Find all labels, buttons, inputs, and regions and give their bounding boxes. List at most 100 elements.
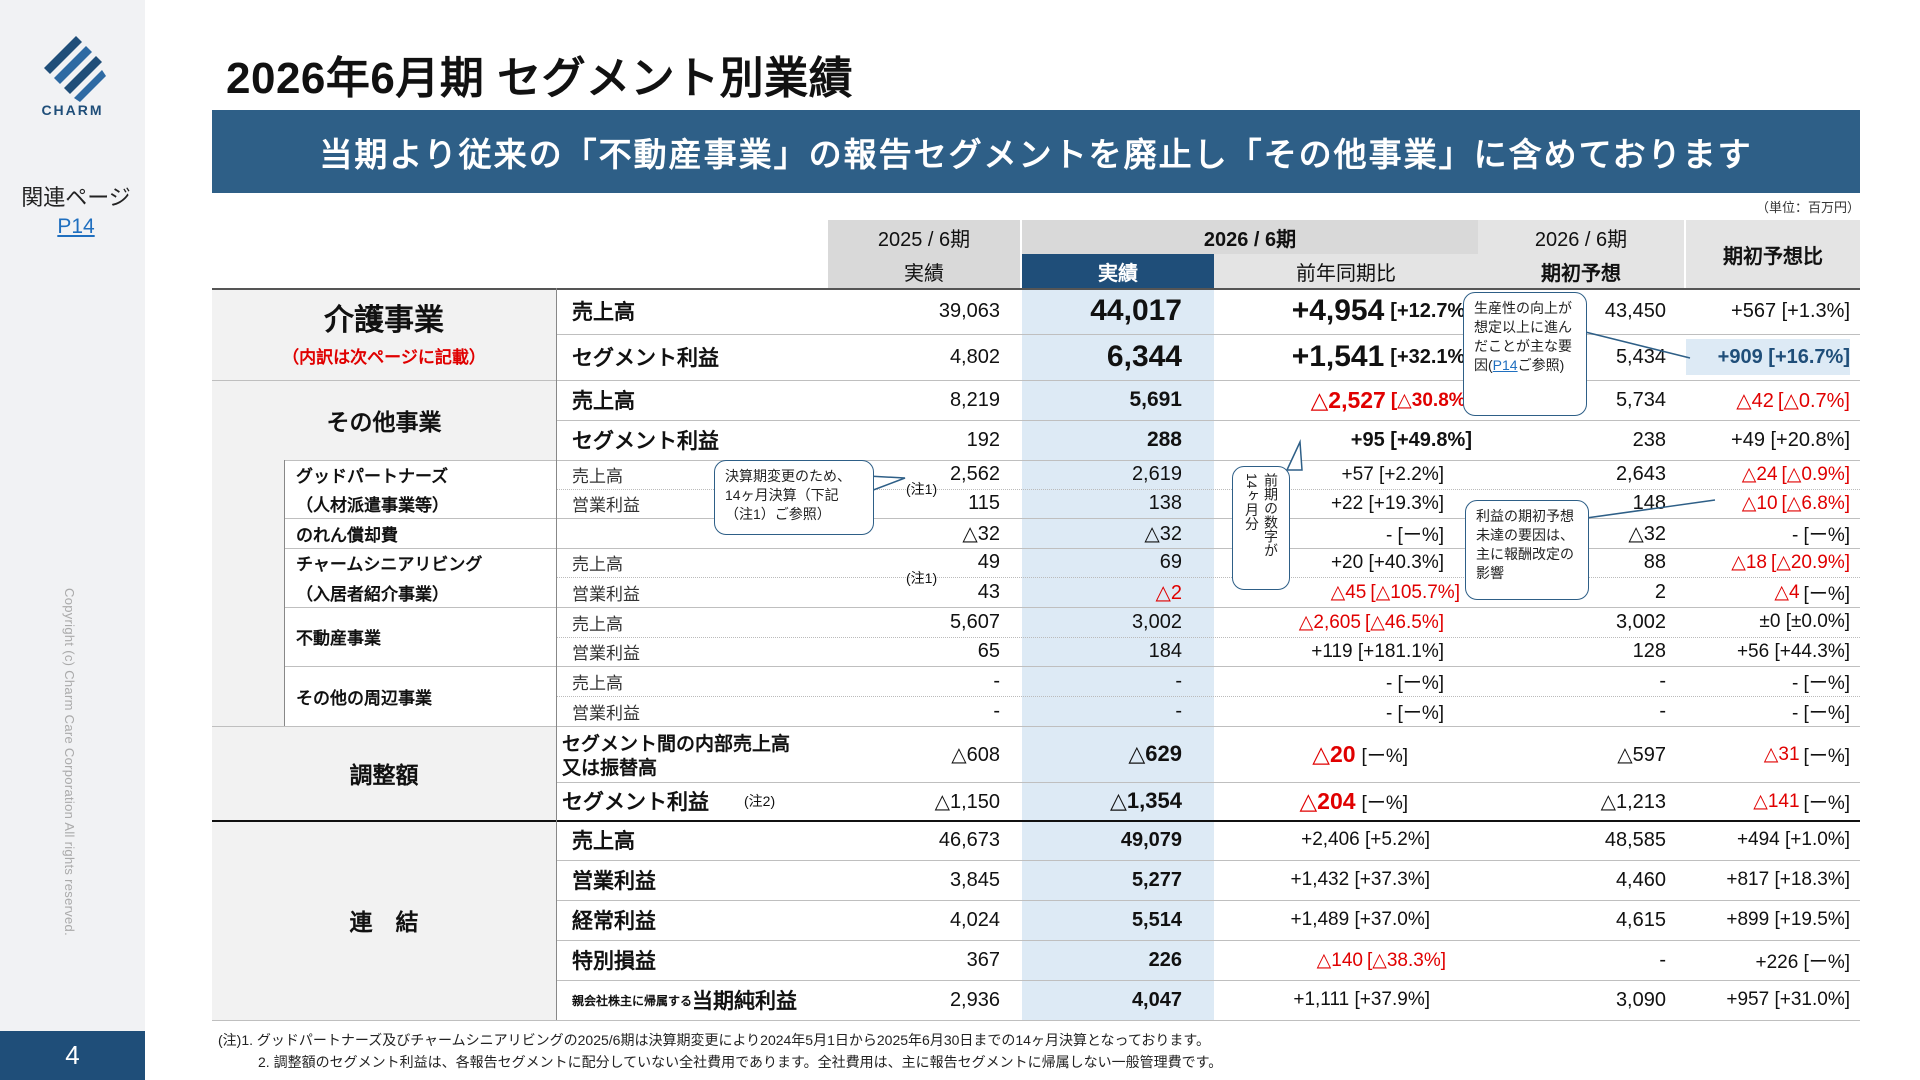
callout-fiscal-change: 決算期変更のため、14ヶ月決算（下記（注1）ご参照） [714, 460, 874, 535]
copyright-text: Copyright (c) Charm Care Corporation All… [62, 588, 77, 936]
adj-row2-yoy-val: △204 [1299, 787, 1356, 814]
adj-row2-plan-diff: △141 [ー%] [1686, 782, 1850, 820]
cs-op-plan-diff: △4 [ー%] [1686, 577, 1850, 607]
kaigo-sales-yoy-pct: [+12.7%] [1390, 299, 1472, 322]
gp-sales-yoy: +57 [+2.2%] [1341, 463, 1444, 485]
re-sales-yoy: △2,605 [△46.5%] [1214, 607, 1444, 637]
col-header-2025: 2025 / 6期 [877, 228, 971, 251]
consol-ord-plan: 4,615 [1615, 908, 1666, 931]
gp-sales-actual: 2,619 [1131, 463, 1182, 485]
kaigo-sales-plan-diff: +567 [+1.3%] [1731, 299, 1850, 322]
other-label-bg [212, 380, 556, 460]
kaigo-profit-yoy-pct: [+32.1%] [1390, 345, 1472, 368]
segment-consol-name: 連 結 [349, 909, 419, 935]
col-header-yoy: 前年同期比 [1296, 262, 1396, 285]
cs-sales-diff-pct: [△20.9%] [1770, 552, 1850, 573]
col-header-2025-actual: 実績 [904, 262, 944, 285]
consol-ord-yoy: +1,489 [+37.0%] [1290, 909, 1430, 930]
callout-productivity-link[interactable]: P14 [1492, 357, 1518, 373]
consol-sp-prev: 367 [966, 948, 1000, 971]
consol-op-plan: 4,460 [1615, 868, 1666, 891]
consol-net-actual: 4,047 [1131, 988, 1182, 1011]
adj-row1-diff-val: △31 [1763, 743, 1800, 765]
kaigo-sales-actual: 44,017 [1090, 294, 1182, 327]
col-header-plan: 2026 / 6期 [1534, 228, 1628, 251]
adj-row1-diff-pct: [ー%] [1803, 745, 1850, 767]
segment-adj-name: 調整額 [349, 762, 419, 788]
other-profit-plan-diff: +49 [+20.8%] [1731, 428, 1850, 451]
adj-row1-actual: △629 [1128, 741, 1182, 766]
goodwill-yoy: - [ー%] [1385, 524, 1444, 546]
grid-line [556, 860, 1860, 861]
grid-line [212, 726, 1860, 727]
callout-fourteen-text: 14ヶ月分 [1244, 473, 1260, 531]
cs-name: チャームシニアリビング [296, 555, 483, 574]
re-op-plan-diff: +56 [+44.3%] [1736, 640, 1850, 662]
consol-sales-actual: 49,079 [1120, 828, 1182, 851]
consol-sp-yoy: △140 [△38.3%] [1214, 940, 1446, 980]
other-sales-plan-diff: △42 [△0.7%] [1686, 380, 1850, 420]
adj-row2-yoy: △204 [ー%] [1214, 782, 1408, 820]
other-profit-plan: 238 [1632, 428, 1666, 451]
cs-sales-plan-diff: △18 [△20.9%] [1686, 548, 1850, 577]
cs-note1: (注1) [906, 569, 938, 586]
gp-sales-diff-pct: [△0.9%] [1781, 464, 1850, 485]
ot-sales-yoy: - [ー%] [1385, 672, 1444, 694]
ot-sales-plan: - [1659, 669, 1666, 692]
consol-net-label-main: 当期純利益 [692, 990, 798, 1013]
ot-sales-label: 売上高 [572, 673, 623, 693]
other-sales-yoy-pct: [△30.8%] [1390, 389, 1472, 411]
callout-productivity-text-end: ご参照) [1517, 357, 1565, 373]
other-sales-plan-diff-pct: [△0.7%] [1777, 389, 1850, 412]
adj-row2-diff-val: △141 [1753, 790, 1800, 812]
other-sales-yoy-val: △2,527 [1310, 386, 1386, 413]
consol-net-yoy: +1,111 [+37.9%] [1293, 989, 1430, 1010]
consol-ord-prev: 4,024 [949, 908, 1000, 931]
other-sales-label: 売上高 [572, 390, 635, 413]
gp-op-diff-val: △10 [1741, 493, 1778, 514]
col-header-plan-sub: 期初予想 [1541, 262, 1621, 285]
consol-net-prev: 2,936 [949, 988, 1000, 1011]
grid-line [212, 288, 1860, 290]
header-bg-yoy [1214, 254, 1478, 288]
related-page-link[interactable]: P14 [57, 215, 95, 238]
segment-other-name: その他事業 [326, 409, 442, 435]
adj-row1-yoy-val: △20 [1312, 740, 1356, 767]
adj-row2-diff-pct: [ー%] [1803, 792, 1850, 814]
kaigo-label-bg [212, 288, 556, 380]
grid-line [284, 607, 1860, 608]
adj-row1-prev: △608 [951, 743, 1000, 766]
re-name: 不動産事業 [296, 629, 381, 648]
gp-sales-diff-val: △24 [1741, 464, 1778, 485]
consol-sales-plan: 48,585 [1604, 828, 1666, 851]
ot-op-label: 営業利益 [572, 703, 640, 723]
ot-sales-prev: - [993, 669, 1000, 692]
adj-row1-yoy: △20 [ー%] [1214, 726, 1408, 782]
ot-sales-plan-diff: - [ー%] [1791, 672, 1850, 694]
logo-text: CHARM [41, 102, 104, 118]
adj-row2-plan: △1,213 [1600, 790, 1666, 813]
cs-op-label: 営業利益 [572, 584, 640, 604]
consol-net-plan-diff: +957 [+31.0%] [1726, 989, 1850, 1010]
gp-op-yoy: +22 [+19.3%] [1330, 492, 1444, 514]
other-sales-plan-diff-val: △42 [1736, 389, 1774, 412]
consol-sales-prev: 46,673 [938, 828, 1000, 851]
kaigo-sales-yoy-val: +4,954 [1291, 294, 1385, 327]
callout-productivity-text: 生産性の向上が想定以上に進んだことが主な要因( [1474, 300, 1572, 373]
consol-net-label: 親会社株主に帰属する 当期純利益 [572, 980, 797, 1020]
adj-row2-label: セグメント利益 [562, 791, 709, 814]
header-bg-plan-ratio [1686, 220, 1860, 288]
adj-row2-prev: △1,150 [934, 790, 1000, 813]
unit-label: （単位：百万円） [1755, 200, 1860, 215]
callout-fourteen-months: 前期の数字が 14ヶ月分 [1232, 466, 1290, 590]
cs-op-yoy: △45 [△105.7%] [1214, 577, 1460, 607]
cs-op-plan: 2 [1654, 580, 1666, 603]
goodwill-name: のれん償却費 [296, 525, 398, 545]
ot-op-plan: - [1659, 699, 1666, 722]
consol-net-plan: 3,090 [1615, 988, 1666, 1011]
grid-line [284, 518, 1860, 519]
ot-op-actual: - [1175, 699, 1182, 722]
other-indent-bg [212, 460, 284, 726]
other-sales-prev: 8,219 [949, 388, 1000, 411]
grid-line [556, 288, 557, 1020]
